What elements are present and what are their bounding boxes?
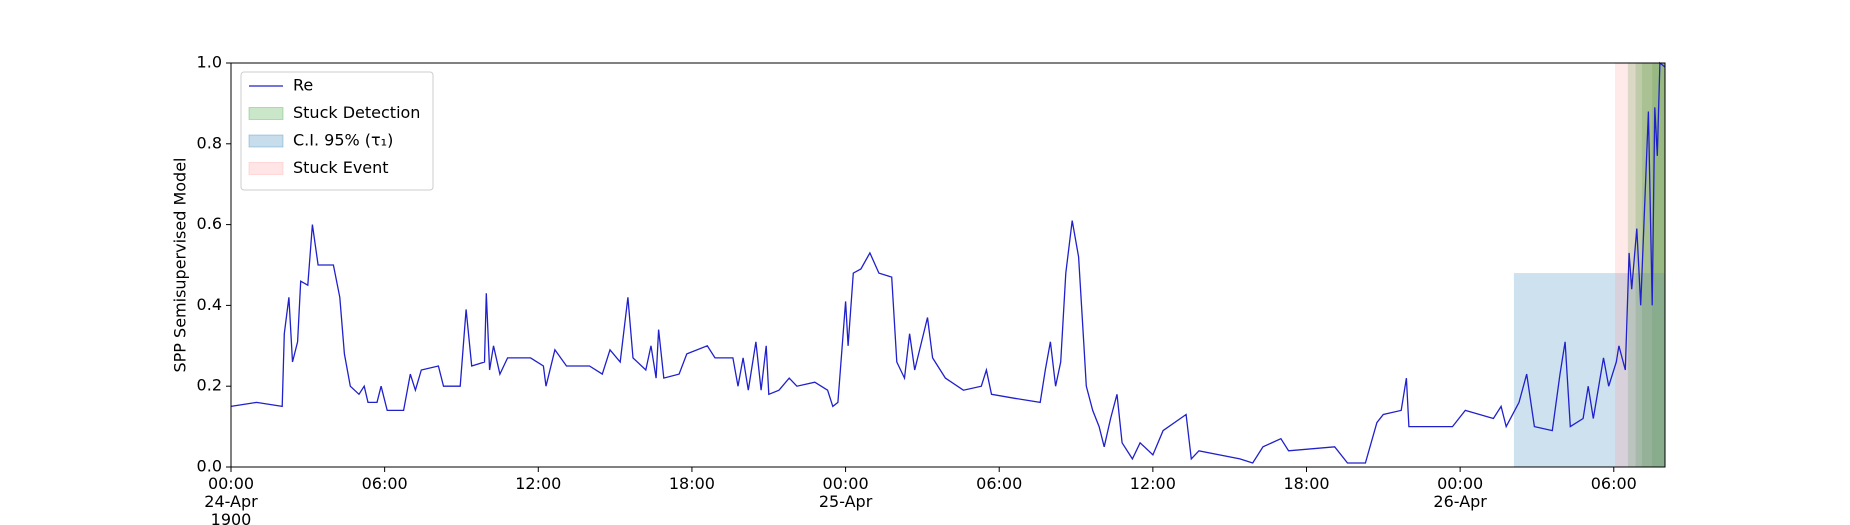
x-tick-label: 06:00: [1591, 474, 1637, 493]
x-tick-label-line: 12:00: [1130, 474, 1176, 493]
legend-swatch: [248, 134, 284, 148]
y-tick-label: 0.0: [197, 457, 222, 476]
span-region: [1652, 63, 1665, 467]
data-line: [230, 61, 1666, 464]
x-tick-label-line: 00:00: [1437, 474, 1483, 493]
x-tick-label: 06:00: [362, 474, 408, 493]
legend-label: C.I. 95% (τ₁): [293, 131, 393, 150]
y-tick-label: 0.6: [197, 214, 222, 233]
span-region: [1615, 63, 1665, 467]
x-tick-label-line: 06:00: [1591, 474, 1637, 493]
legend-label: Re: [293, 76, 313, 95]
y-tick-label: 0.4: [197, 295, 222, 314]
legend-label: Stuck Event: [293, 158, 389, 177]
x-tick-label: 00:00 25-Apr: [819, 474, 873, 511]
x-tick-label-line: 25-Apr: [819, 492, 873, 511]
y-tick-label: 0.2: [197, 376, 222, 395]
x-tick-label: 00:00 24-Apr 1900: [204, 474, 258, 525]
x-tick-label-line: 18:00: [669, 474, 715, 493]
x-tick-label: 00:00 26-Apr: [1433, 474, 1487, 511]
y-tick-label: 0.8: [197, 133, 222, 152]
span-region: [1513, 273, 1665, 467]
x-tick-label: 06:00: [976, 474, 1022, 493]
x-tick-label-line: 06:00: [976, 474, 1022, 493]
x-tick-label-line: 00:00: [208, 474, 254, 493]
legend-swatch: [248, 162, 284, 175]
x-tick-label-line: 24-Apr: [204, 492, 258, 511]
legend-swatch: [248, 107, 284, 120]
x-tick-label-line: 00:00: [823, 474, 869, 493]
x-tick-label: 12:00: [515, 474, 561, 493]
plot-frame: [230, 62, 1666, 468]
span-region: [1635, 63, 1665, 467]
x-tick-label-line: 1900: [211, 510, 252, 525]
y-tick-label: 1.0: [197, 53, 222, 72]
x-tick-label-line: 26-Apr: [1433, 492, 1487, 511]
y-axis-label: SPP Semisupervised Model: [171, 158, 190, 373]
x-tick-label-line: 12:00: [515, 474, 561, 493]
x-tick-label: 12:00: [1130, 474, 1176, 493]
x-tick-label: 18:00: [669, 474, 715, 493]
x-tick-label: 18:00: [1283, 474, 1329, 493]
legend-box: [240, 71, 434, 191]
x-tick-label-line: 06:00: [362, 474, 408, 493]
legend-label: Stuck Detection: [293, 103, 420, 122]
x-tick-label-line: 18:00: [1283, 474, 1329, 493]
span-region: [1641, 63, 1665, 467]
